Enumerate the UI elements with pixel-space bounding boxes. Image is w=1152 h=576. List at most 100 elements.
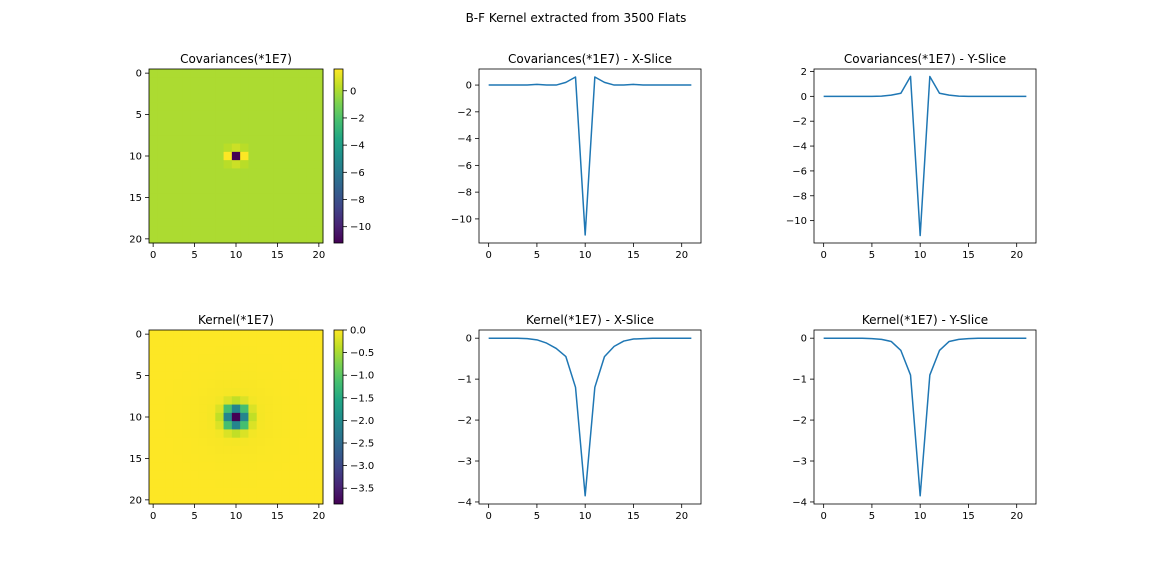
heatmap-cell	[306, 363, 316, 372]
heatmap-cell	[173, 388, 183, 397]
x-tick-label: 10	[579, 511, 592, 522]
heatmap-cell	[182, 412, 191, 422]
heatmap-cell	[149, 193, 158, 203]
heatmap-cell	[223, 102, 233, 111]
heatmap-cell	[281, 371, 291, 381]
heatmap-cell	[198, 135, 208, 145]
heatmap-cell	[256, 151, 266, 161]
heatmap-cell	[306, 346, 316, 356]
heatmap-cell	[223, 93, 233, 103]
heatmap-cell	[231, 127, 241, 136]
heatmap-cell	[289, 185, 299, 194]
heatmap-cell	[273, 218, 283, 227]
heatmap-cell	[165, 127, 175, 136]
heatmap-cell	[314, 446, 324, 455]
heatmap-cell	[314, 412, 324, 422]
heatmap-cell	[231, 135, 241, 145]
heatmap-cell	[306, 102, 316, 111]
heatmap-cell	[281, 330, 291, 339]
heatmap-cell	[248, 396, 258, 406]
heatmap-cell	[281, 363, 291, 372]
heatmap-cell	[273, 446, 283, 455]
heatmap-cell	[215, 201, 225, 211]
heatmap-cell	[289, 470, 299, 480]
heatmap-cell	[149, 330, 158, 339]
heatmap-cell	[248, 470, 258, 480]
heatmap-cell	[240, 346, 249, 356]
heatmap-cell	[248, 363, 258, 372]
heatmap-cell	[240, 151, 249, 161]
heatmap-cell	[165, 77, 175, 87]
heatmap-cell	[306, 437, 316, 447]
heatmap-cell	[173, 412, 183, 422]
heatmap-cell	[298, 429, 307, 439]
heatmap-cell	[265, 85, 274, 95]
heatmap-cell	[165, 135, 175, 145]
x-tick-label: 0	[485, 511, 491, 522]
heatmap-cell	[265, 388, 274, 397]
heatmap-cell	[182, 193, 191, 203]
heatmap-cell	[190, 160, 200, 169]
heatmap-cell	[306, 218, 316, 227]
heatmap-cell	[207, 209, 216, 219]
heatmap-cell	[173, 462, 183, 472]
heatmap-cell	[289, 102, 299, 111]
x-tick-label: 20	[1010, 250, 1023, 261]
heatmap-cell	[190, 346, 200, 356]
x-tick-label: 15	[627, 250, 640, 261]
heatmap-cell	[190, 85, 200, 95]
heatmap-cell	[265, 454, 274, 464]
y-tick-label: −10	[451, 214, 472, 225]
heatmap-cell	[207, 429, 216, 439]
heatmap-cell	[173, 338, 183, 348]
heatmap-cell	[165, 404, 175, 414]
heatmap-cell	[314, 454, 324, 464]
heatmap-cell	[149, 346, 158, 356]
heatmap-cell	[223, 85, 233, 95]
heatmap-cell	[215, 379, 225, 389]
heatmap-cell	[273, 135, 283, 145]
heatmap-cell	[265, 127, 274, 136]
plot-frame	[478, 329, 702, 505]
heatmap-cell	[240, 143, 249, 153]
heatmap-cell	[190, 93, 200, 103]
heatmap-cell	[149, 371, 158, 381]
heatmap-cell	[231, 201, 241, 211]
heatmap-cell	[198, 218, 208, 227]
heatmap-cell	[273, 479, 283, 488]
heatmap-cell	[215, 85, 225, 95]
heatmap-cell	[165, 110, 175, 120]
heatmap-cell	[289, 209, 299, 219]
heatmap-cell	[298, 93, 307, 103]
heatmap-cell	[157, 379, 167, 389]
heatmap-cell	[314, 330, 324, 339]
heatmap-cell	[298, 396, 307, 406]
heatmap-cell	[298, 338, 307, 348]
heatmap-cell	[240, 193, 249, 203]
heatmap-cell	[306, 127, 316, 136]
heatmap-cell	[298, 143, 307, 153]
heatmap-cell	[289, 354, 299, 364]
heatmap-cell	[240, 176, 249, 186]
heatmap-cell	[215, 218, 225, 227]
heatmap-cell	[165, 193, 175, 203]
heatmap-cell	[298, 363, 307, 372]
heatmap-cell	[173, 446, 183, 455]
heatmap-cell	[289, 421, 299, 430]
heatmap-cell	[165, 429, 175, 439]
heatmap-cell	[190, 396, 200, 406]
heatmap-cell	[223, 371, 233, 381]
heatmap-cell	[215, 371, 225, 381]
heatmap-cell	[281, 143, 291, 153]
heatmap-cell	[182, 388, 191, 397]
heatmap-cell	[173, 479, 183, 488]
heatmap-cell	[289, 338, 299, 348]
heatmap-cell	[207, 93, 216, 103]
heatmap-cell	[223, 396, 233, 406]
heatmap-cell	[240, 454, 249, 464]
heatmap-cell	[298, 421, 307, 430]
heatmap-cell	[314, 421, 324, 430]
heatmap-cell	[248, 479, 258, 488]
y-tick-label: −8	[457, 188, 472, 199]
heatmap-cell	[256, 118, 266, 128]
